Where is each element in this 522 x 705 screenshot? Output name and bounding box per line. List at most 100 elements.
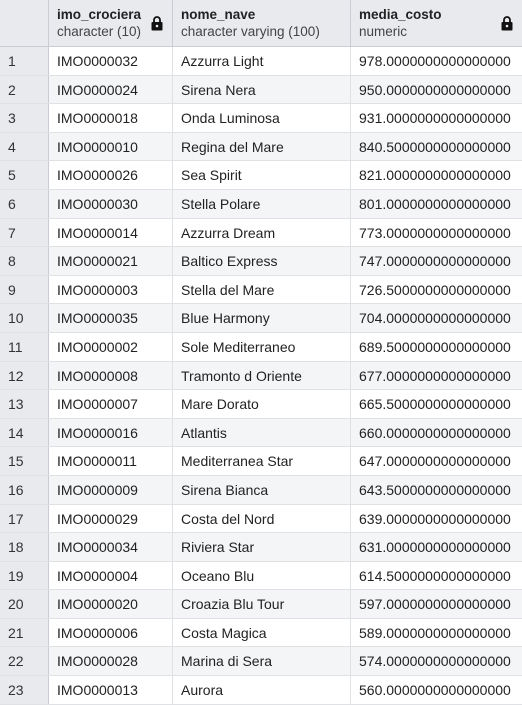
row-number[interactable]: 13: [0, 390, 49, 418]
row-number[interactable]: 17: [0, 504, 49, 533]
cell-imo-crociera[interactable]: IMO0000020: [49, 590, 173, 618]
cell-media-costo[interactable]: 660.0000000000000000: [359, 424, 511, 441]
cell-media-costo[interactable]: 726.5000000000000000: [359, 281, 511, 298]
cell-nome-nave[interactable]: Sirena Nera: [173, 75, 351, 104]
table-row[interactable]: 1 IMO0000032 Azzurra Light 978.000000000000…: [0, 47, 522, 76]
row-number[interactable]: 7: [0, 218, 49, 247]
cell-imo-crociera[interactable]: IMO0000008: [49, 361, 173, 390]
row-number[interactable]: 20: [0, 590, 49, 618]
cell-media-costo[interactable]: 931.0000000000000000: [359, 110, 511, 127]
cell-nome-nave[interactable]: Regina del Mare: [173, 132, 351, 161]
table-row[interactable]: 7 IMO0000014 Azzurra Dream 773.000000000000…: [0, 218, 522, 248]
cell-imo-crociera[interactable]: IMO0000009: [49, 475, 173, 504]
cell-nome-nave[interactable]: Sole Mediterraneo: [173, 332, 351, 361]
cell-nome-nave[interactable]: Azzurra Light: [173, 47, 351, 75]
cell-imo-crociera[interactable]: IMO0000024: [49, 75, 173, 104]
table-row[interactable]: 19 IMO0000004 Oceano Blu 614.50000000000000…: [0, 561, 522, 591]
cell-imo-crociera[interactable]: IMO0000011: [49, 447, 173, 475]
cell-media-costo[interactable]: 801.0000000000000000: [359, 195, 511, 212]
row-number[interactable]: 2: [0, 75, 49, 104]
table-row[interactable]: 16 IMO0000009 Sirena Bianca 643.50000000000…: [0, 475, 522, 505]
cell-imo-crociera[interactable]: IMO0000014: [49, 218, 173, 247]
cell-media-costo[interactable]: 747.0000000000000000: [359, 253, 511, 270]
column-header-imo-crociera[interactable]: imo_crociera character (10): [49, 0, 173, 46]
row-number[interactable]: 23: [0, 676, 49, 704]
table-row[interactable]: 22 IMO0000028 Marina di Sera 574.0000000000…: [0, 647, 522, 677]
cell-nome-nave[interactable]: Aurora: [173, 676, 351, 704]
cell-media-costo[interactable]: 665.5000000000000000: [359, 396, 511, 413]
cell-imo-crociera[interactable]: IMO0000004: [49, 561, 173, 590]
cell-imo-crociera[interactable]: IMO0000007: [49, 390, 173, 418]
cell-nome-nave[interactable]: Costa Magica: [173, 618, 351, 647]
cell-media-costo[interactable]: 643.5000000000000000: [359, 481, 511, 498]
row-number[interactable]: 9: [0, 275, 49, 304]
cell-nome-nave[interactable]: Stella Polare: [173, 189, 351, 218]
row-number-header[interactable]: [0, 0, 49, 46]
row-number[interactable]: 10: [0, 304, 49, 332]
cell-imo-crociera[interactable]: IMO0000026: [49, 161, 173, 189]
table-row[interactable]: 21 IMO0000006 Costa Magica 589.000000000000…: [0, 618, 522, 648]
cell-imo-crociera[interactable]: IMO0000016: [49, 418, 173, 447]
row-number[interactable]: 1: [0, 47, 49, 75]
table-row[interactable]: 8 IMO0000021 Baltico Express 747.0000000000…: [0, 247, 522, 276]
cell-nome-nave[interactable]: Costa del Nord: [173, 504, 351, 533]
cell-media-costo[interactable]: 589.0000000000000000: [359, 624, 511, 641]
cell-imo-crociera[interactable]: IMO0000030: [49, 189, 173, 218]
row-number[interactable]: 4: [0, 132, 49, 161]
cell-media-costo[interactable]: 704.0000000000000000: [359, 310, 511, 327]
row-number[interactable]: 18: [0, 533, 49, 561]
cell-media-costo[interactable]: 689.5000000000000000: [359, 338, 511, 355]
row-number[interactable]: 14: [0, 418, 49, 447]
cell-media-costo[interactable]: 614.5000000000000000: [359, 567, 511, 584]
column-header-nome-nave[interactable]: nome_nave character varying (100): [173, 0, 351, 46]
row-number[interactable]: 3: [0, 104, 49, 132]
cell-nome-nave[interactable]: Atlantis: [173, 418, 351, 447]
cell-nome-nave[interactable]: Mediterranea Star: [173, 447, 351, 475]
row-number[interactable]: 8: [0, 247, 49, 275]
table-row[interactable]: 9 IMO0000003 Stella del Mare 726.5000000000…: [0, 275, 522, 305]
row-number[interactable]: 5: [0, 161, 49, 189]
cell-imo-crociera[interactable]: IMO0000018: [49, 104, 173, 132]
cell-imo-crociera[interactable]: IMO0000003: [49, 275, 173, 304]
cell-imo-crociera[interactable]: IMO0000010: [49, 132, 173, 161]
cell-nome-nave[interactable]: Stella del Mare: [173, 275, 351, 304]
cell-nome-nave[interactable]: Croazia Blu Tour: [173, 590, 351, 618]
cell-imo-crociera[interactable]: IMO0000006: [49, 618, 173, 647]
cell-imo-crociera[interactable]: IMO0000028: [49, 647, 173, 676]
table-row[interactable]: 20 IMO0000020 Croazia Blu Tour 597.00000000…: [0, 590, 522, 619]
table-row[interactable]: 17 IMO0000029 Costa del Nord 639.0000000000…: [0, 504, 522, 534]
cell-media-costo[interactable]: 677.0000000000000000: [359, 367, 511, 384]
table-row[interactable]: 5 IMO0000026 Sea Spirit 821.000000000000000…: [0, 161, 522, 190]
cell-nome-nave[interactable]: Riviera Star: [173, 533, 351, 561]
cell-nome-nave[interactable]: Sea Spirit: [173, 161, 351, 189]
cell-nome-nave[interactable]: Sirena Bianca: [173, 475, 351, 504]
cell-media-costo[interactable]: 840.5000000000000000: [359, 138, 511, 155]
cell-imo-crociera[interactable]: IMO0000034: [49, 533, 173, 561]
cell-imo-crociera[interactable]: IMO0000002: [49, 332, 173, 361]
table-row[interactable]: 23 IMO0000013 Aurora 560.0000000000000000: [0, 676, 522, 705]
row-number[interactable]: 15: [0, 447, 49, 475]
cell-media-costo[interactable]: 639.0000000000000000: [359, 510, 511, 527]
cell-nome-nave[interactable]: Mare Dorato: [173, 390, 351, 418]
table-row[interactable]: 4 IMO0000010 Regina del Mare 840.5000000000…: [0, 132, 522, 162]
table-row[interactable]: 3 IMO0000018 Onda Luminosa 931.000000000000…: [0, 104, 522, 133]
table-row[interactable]: 12 IMO0000008 Tramonto d Oriente 677.000000…: [0, 361, 522, 391]
cell-media-costo[interactable]: 950.0000000000000000: [359, 81, 511, 98]
cell-media-costo[interactable]: 574.0000000000000000: [359, 653, 511, 670]
row-number[interactable]: 22: [0, 647, 49, 676]
cell-nome-nave[interactable]: Oceano Blu: [173, 561, 351, 590]
cell-imo-crociera[interactable]: IMO0000035: [49, 304, 173, 332]
table-row[interactable]: 11 IMO0000002 Sole Mediterraneo 689.5000000…: [0, 332, 522, 362]
cell-media-costo[interactable]: 821.0000000000000000: [359, 167, 511, 184]
cell-nome-nave[interactable]: Azzurra Dream: [173, 218, 351, 247]
cell-nome-nave[interactable]: Marina di Sera: [173, 647, 351, 676]
cell-nome-nave[interactable]: Onda Luminosa: [173, 104, 351, 132]
column-header-media-costo[interactable]: media_costo numeric: [351, 0, 522, 46]
table-row[interactable]: 13 IMO0000007 Mare Dorato 665.5000000000000…: [0, 390, 522, 419]
cell-imo-crociera[interactable]: IMO0000021: [49, 247, 173, 275]
table-row[interactable]: 14 IMO0000016 Atlantis 660.0000000000000000: [0, 418, 522, 448]
table-row[interactable]: 18 IMO0000034 Riviera Star 631.000000000000…: [0, 533, 522, 562]
cell-media-costo[interactable]: 560.0000000000000000: [359, 682, 511, 699]
row-number[interactable]: 21: [0, 618, 49, 647]
cell-media-costo[interactable]: 647.0000000000000000: [359, 453, 511, 470]
